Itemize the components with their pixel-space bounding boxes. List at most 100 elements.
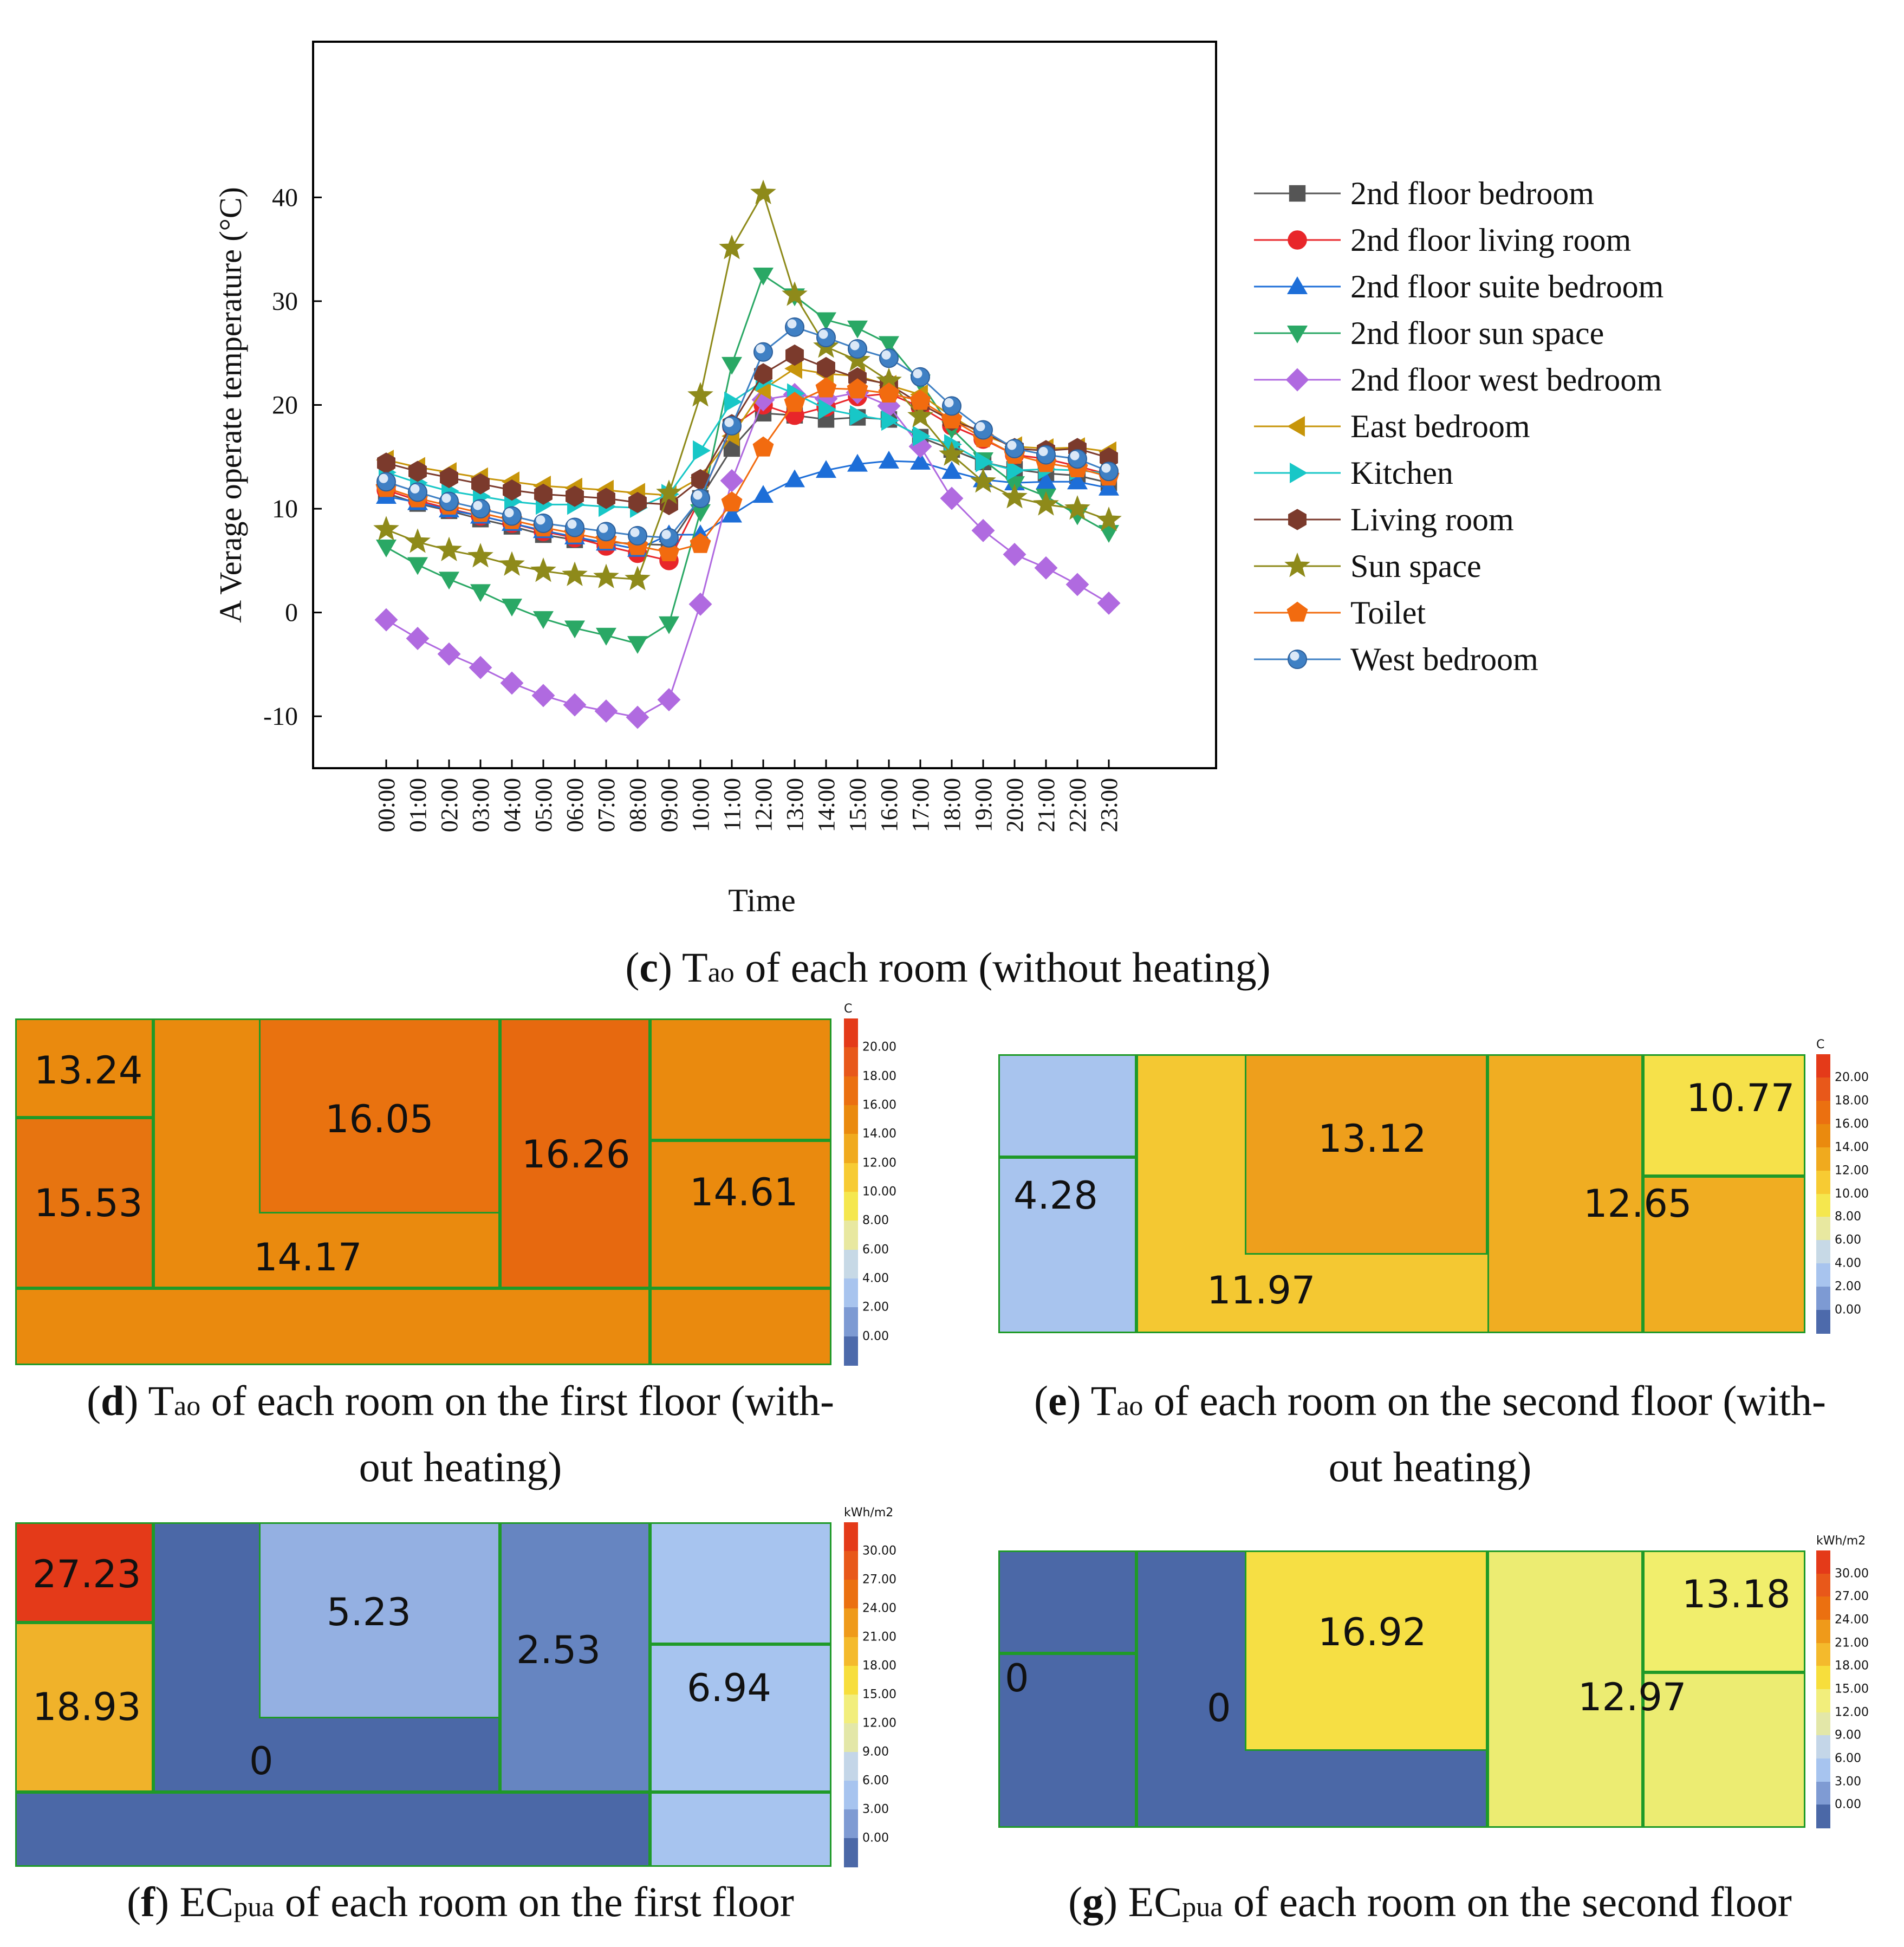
- colorbar-segment: [1816, 1077, 1830, 1101]
- colorbar-tick-label: 21.00: [1835, 1636, 1869, 1650]
- y-tick-label: 0: [285, 599, 298, 627]
- value-label: 10.77: [1686, 1076, 1795, 1120]
- data-point: [785, 344, 804, 366]
- room-e-mid-right: [1487, 1054, 1643, 1333]
- legend-label: West bedroom: [1350, 641, 1538, 677]
- x-tick-label: 17:00: [907, 778, 934, 832]
- colorbar-tick-label: 2.00: [862, 1300, 889, 1314]
- legend-label: 2nd floor sun space: [1350, 315, 1604, 351]
- colorbar-segment: [1816, 1712, 1830, 1736]
- data-point: [881, 410, 899, 431]
- data-point: [878, 451, 900, 469]
- colorbar-tick-label: 18.00: [1835, 1094, 1869, 1108]
- marker-sphere-highlight: [473, 501, 483, 510]
- x-tick-label: 10:00: [687, 778, 714, 832]
- colorbar-tick-label: 15.00: [862, 1688, 896, 1702]
- colorbar-tick-label: 27.00: [862, 1573, 896, 1587]
- colorbar-tick-label: 30.00: [1835, 1567, 1869, 1581]
- colorbar-segment: [1816, 1054, 1830, 1078]
- room-d-bottom-right: [650, 1288, 831, 1365]
- data-point: [1036, 445, 1056, 465]
- room-e-left-top: [998, 1054, 1136, 1157]
- data-point: [595, 627, 617, 646]
- data-point: [1003, 542, 1026, 566]
- data-point: [720, 469, 744, 492]
- legend-item: West bedroom: [1254, 641, 1538, 677]
- colorbar-tick-label: 6.00: [1835, 1233, 1861, 1247]
- series-west-bedroom: [376, 317, 1119, 548]
- colorbar-segment: [844, 1192, 858, 1222]
- data-point: [721, 504, 743, 523]
- room-f-center-bottom: [153, 1522, 500, 1792]
- legend-label: 2nd floor suite bedroom: [1350, 269, 1663, 304]
- room-g-mid-right: [1487, 1550, 1643, 1828]
- marker-sphere-highlight: [1070, 451, 1080, 460]
- x-tick-label: 09:00: [656, 778, 683, 832]
- floor-plan-g: 0 0 16.92 13.18 12.97: [998, 1550, 1805, 1828]
- data-point: [564, 620, 586, 639]
- data-point: [373, 516, 399, 541]
- room-f-bottom-right: [650, 1792, 831, 1867]
- data-point: [658, 541, 680, 562]
- colorbar-segment: [844, 1336, 858, 1366]
- data-point: [941, 461, 963, 479]
- room-d-tall: [500, 1018, 650, 1288]
- colorbar-segment: [1816, 1805, 1830, 1828]
- series-line: [386, 191, 1109, 580]
- data-point: [750, 179, 776, 205]
- y-axis-label: A Verage operate temperature (°C): [213, 187, 248, 623]
- colorbar-segment: [1816, 1310, 1830, 1334]
- value-label: 12.97: [1578, 1675, 1687, 1719]
- series-line: [386, 326, 1109, 539]
- data-point: [470, 584, 491, 602]
- marker-sphere-highlight: [976, 421, 985, 431]
- colorbar-segment: [844, 1666, 858, 1695]
- data-point: [939, 441, 965, 466]
- data-point: [471, 473, 490, 495]
- colorbar-segment: [844, 1018, 858, 1048]
- legend-label: 2nd floor west bedroom: [1350, 362, 1662, 398]
- legend-marker: [1286, 601, 1308, 622]
- colorbar-tick-label: 21.00: [862, 1630, 896, 1644]
- legend-item: 2nd floor suite bedroom: [1254, 269, 1663, 304]
- y-tick-label: 30: [272, 287, 298, 316]
- legend-marker: [1288, 650, 1307, 669]
- x-tick-label: 14:00: [813, 778, 840, 832]
- colorbar-tick-label: 12.00: [862, 1716, 896, 1730]
- colorbar-g: kWh/m2 30.00 27.00 24.00 21.00 18.00 15.00 12.0…: [1816, 1534, 1869, 1828]
- colorbar-tick-label: 4.00: [1835, 1256, 1861, 1270]
- value-label: 14.61: [690, 1170, 798, 1215]
- room-f-ml: [15, 1623, 153, 1792]
- colorbar-segment: [1816, 1124, 1830, 1148]
- data-point: [1065, 573, 1089, 596]
- colorbar-segment: [1816, 1596, 1830, 1620]
- colorbar-d: C 20.00 18.00 16.00 14.00 12.00 10.00 8.00 6.00 4…: [844, 1002, 896, 1366]
- legend-label: Kitchen: [1350, 455, 1453, 491]
- colorbar-segment: [844, 1522, 858, 1552]
- colorbar-segment: [844, 1163, 858, 1192]
- data-point: [1099, 462, 1119, 482]
- data-point: [407, 557, 428, 575]
- colorbar-tick-label: 9.00: [862, 1745, 889, 1759]
- room-f-center-top: [259, 1522, 500, 1718]
- colorbar-unit: C: [1816, 1038, 1825, 1052]
- colorbar-tick-label: 8.00: [1835, 1210, 1861, 1224]
- marker-sphere-highlight: [599, 523, 608, 533]
- data-point: [656, 479, 682, 504]
- marker-sphere-highlight: [1101, 463, 1111, 473]
- data-point: [534, 513, 553, 533]
- data-point: [909, 390, 931, 410]
- data-point: [878, 336, 900, 354]
- colorbar-unit: kWh/m2: [844, 1506, 894, 1520]
- marker-sphere-highlight: [1007, 440, 1017, 450]
- data-point: [436, 536, 462, 562]
- legend-marker: [1285, 368, 1309, 392]
- marker-sphere-highlight: [787, 319, 797, 329]
- series-line: [386, 274, 1109, 645]
- data-point: [754, 363, 772, 385]
- marker-sphere-highlight: [850, 341, 860, 351]
- value-label: 16.26: [522, 1132, 631, 1177]
- colorbar-segment: [1816, 1217, 1830, 1241]
- y-tick-label: -10: [263, 702, 298, 731]
- x-tick-label: 08:00: [625, 778, 651, 832]
